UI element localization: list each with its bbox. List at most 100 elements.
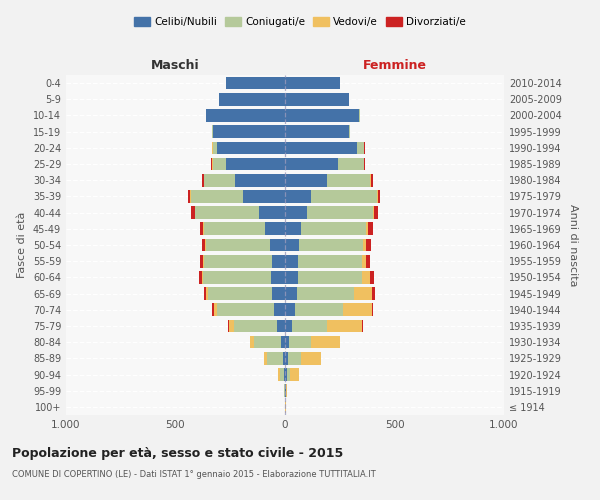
Bar <box>191 190 244 202</box>
Bar <box>214 304 217 316</box>
Bar <box>285 238 299 252</box>
Bar <box>211 158 212 170</box>
Bar <box>202 238 205 252</box>
Bar <box>285 206 307 219</box>
Bar <box>226 158 285 170</box>
Bar <box>301 352 321 364</box>
Bar <box>212 304 214 316</box>
Bar <box>199 271 202 283</box>
Bar <box>217 142 285 154</box>
Text: Maschi: Maschi <box>151 59 200 72</box>
Bar <box>272 255 285 268</box>
Bar <box>202 174 203 186</box>
Bar <box>285 174 326 186</box>
Bar <box>200 222 203 235</box>
Bar <box>203 271 271 283</box>
Bar <box>285 126 349 138</box>
Bar <box>285 271 298 283</box>
Bar <box>368 222 373 235</box>
Bar <box>204 174 235 186</box>
Bar <box>269 238 285 252</box>
Bar <box>362 271 370 283</box>
Bar <box>289 336 311 348</box>
Bar <box>285 109 359 122</box>
Bar <box>284 368 285 381</box>
Bar <box>326 174 370 186</box>
Bar <box>354 288 371 300</box>
Bar <box>373 206 374 219</box>
Bar <box>206 288 208 300</box>
Bar <box>370 174 371 186</box>
Bar <box>364 158 365 170</box>
Bar <box>371 304 373 316</box>
Bar <box>285 158 338 170</box>
Bar <box>204 255 272 268</box>
Bar <box>259 206 285 219</box>
Bar <box>297 288 354 300</box>
Text: Femmine: Femmine <box>362 59 427 72</box>
Bar <box>226 77 285 90</box>
Bar <box>288 352 301 364</box>
Bar <box>285 320 292 332</box>
Bar <box>188 190 190 202</box>
Bar <box>371 288 375 300</box>
Bar <box>213 142 217 154</box>
Bar <box>213 126 285 138</box>
Bar <box>311 336 340 348</box>
Bar <box>203 222 204 235</box>
Bar <box>285 93 349 106</box>
Bar <box>285 255 298 268</box>
Bar <box>290 368 299 381</box>
Text: COMUNE DI COPERTINO (LE) - Dati ISTAT 1° gennaio 2015 - Elaborazione TUTTITALIA.: COMUNE DI COPERTINO (LE) - Dati ISTAT 1°… <box>12 470 376 479</box>
Bar <box>244 190 285 202</box>
Bar <box>206 238 269 252</box>
Bar <box>268 352 283 364</box>
Bar <box>343 304 371 316</box>
Legend: Celibi/Nubili, Coniugati/e, Vedovi/e, Divorziati/e: Celibi/Nubili, Coniugati/e, Vedovi/e, Di… <box>130 12 470 32</box>
Y-axis label: Anni di nascita: Anni di nascita <box>568 204 578 286</box>
Bar <box>217 304 274 316</box>
Bar <box>285 336 289 348</box>
Bar <box>286 384 287 397</box>
Bar <box>191 206 195 219</box>
Bar <box>370 271 374 283</box>
Bar <box>366 255 370 268</box>
Bar <box>205 238 206 252</box>
Bar <box>277 320 285 332</box>
Bar <box>233 320 277 332</box>
Bar <box>287 368 290 381</box>
Bar <box>285 384 286 397</box>
Bar <box>212 126 213 138</box>
Bar <box>204 288 206 300</box>
Bar <box>357 142 364 154</box>
Bar <box>285 352 288 364</box>
Bar <box>285 288 297 300</box>
Bar <box>264 352 268 364</box>
Bar <box>203 255 204 268</box>
Bar <box>254 336 281 348</box>
Text: Popolazione per età, sesso e stato civile - 2015: Popolazione per età, sesso e stato civil… <box>12 448 343 460</box>
Bar <box>206 109 285 122</box>
Bar <box>202 271 203 283</box>
Bar <box>229 320 233 332</box>
Bar <box>295 304 343 316</box>
Bar <box>366 222 368 235</box>
Bar <box>285 222 301 235</box>
Bar <box>377 190 380 202</box>
Bar <box>301 222 366 235</box>
Bar <box>326 320 362 332</box>
Bar <box>195 206 259 219</box>
Bar <box>265 222 285 235</box>
Bar <box>213 158 226 170</box>
Bar <box>280 368 284 381</box>
Bar <box>283 352 285 364</box>
Bar <box>362 255 366 268</box>
Bar <box>208 288 272 300</box>
Bar <box>363 238 366 252</box>
Bar <box>228 320 229 332</box>
Bar <box>285 190 311 202</box>
Bar <box>371 174 373 186</box>
Bar <box>311 190 377 202</box>
Bar <box>250 336 254 348</box>
Bar <box>235 174 285 186</box>
